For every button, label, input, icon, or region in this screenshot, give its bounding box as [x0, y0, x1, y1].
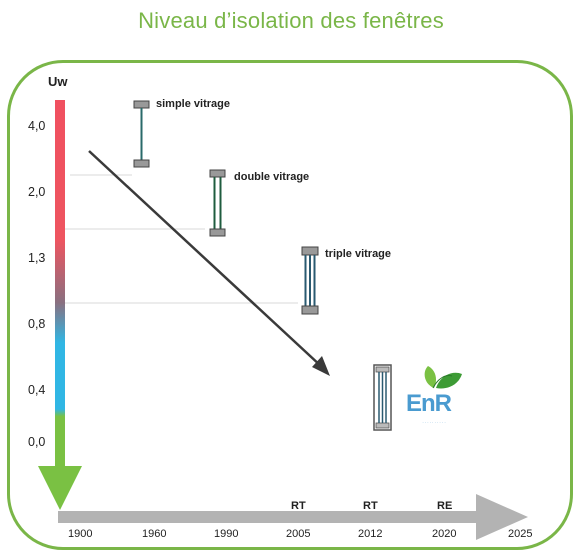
- time-axis-bar: [58, 511, 478, 523]
- enr-logo: EnR: [406, 390, 452, 417]
- y-tick: 0,8: [28, 317, 46, 331]
- time-axis-arrowhead: [476, 494, 528, 540]
- regulation-label: RT: [291, 500, 306, 512]
- x-year: 1990: [214, 528, 239, 540]
- uw-gauge-bar: [55, 100, 65, 468]
- y-tick: 1,3: [28, 251, 46, 265]
- y-tick: 0,4: [28, 383, 46, 397]
- page-title: Niveau d’isolation des fenêtres: [138, 8, 444, 33]
- y-tick: 4,0: [28, 119, 46, 133]
- triple-glazing-icon: [301, 246, 319, 315]
- triple-glazing-label: triple vitrage: [325, 248, 392, 260]
- x-year: 2012: [358, 528, 383, 540]
- y-axis-label: Uw: [48, 74, 68, 89]
- logo-underline-space: [406, 416, 462, 420]
- y-tick: 2,0: [28, 185, 46, 199]
- logo-tagline-mark: · · · · · · · · · ·: [422, 420, 445, 425]
- regulation-label: RE: [437, 500, 453, 512]
- simple-glazing-label: simple vitrage: [156, 98, 230, 110]
- x-year: 2025: [508, 528, 533, 540]
- leaf-icon: [424, 366, 462, 389]
- trend-arrow-line: [88, 150, 323, 368]
- simple-glazing-icon: [133, 100, 150, 168]
- y-tick: 0,0: [28, 435, 46, 449]
- double-glazing-label: double vitrage: [234, 171, 310, 183]
- x-year: 1900: [68, 528, 93, 540]
- trend-arrow-head: [312, 356, 330, 376]
- diagram-frame: [7, 60, 573, 550]
- uw-gauge-arrowhead: [38, 466, 82, 510]
- future-window-icon: [373, 364, 392, 431]
- x-year: 1960: [142, 528, 167, 540]
- regulation-label: RT: [363, 500, 378, 512]
- double-glazing-icon: [209, 169, 226, 237]
- x-year: 2020: [432, 528, 457, 540]
- x-year: 2005: [286, 528, 311, 540]
